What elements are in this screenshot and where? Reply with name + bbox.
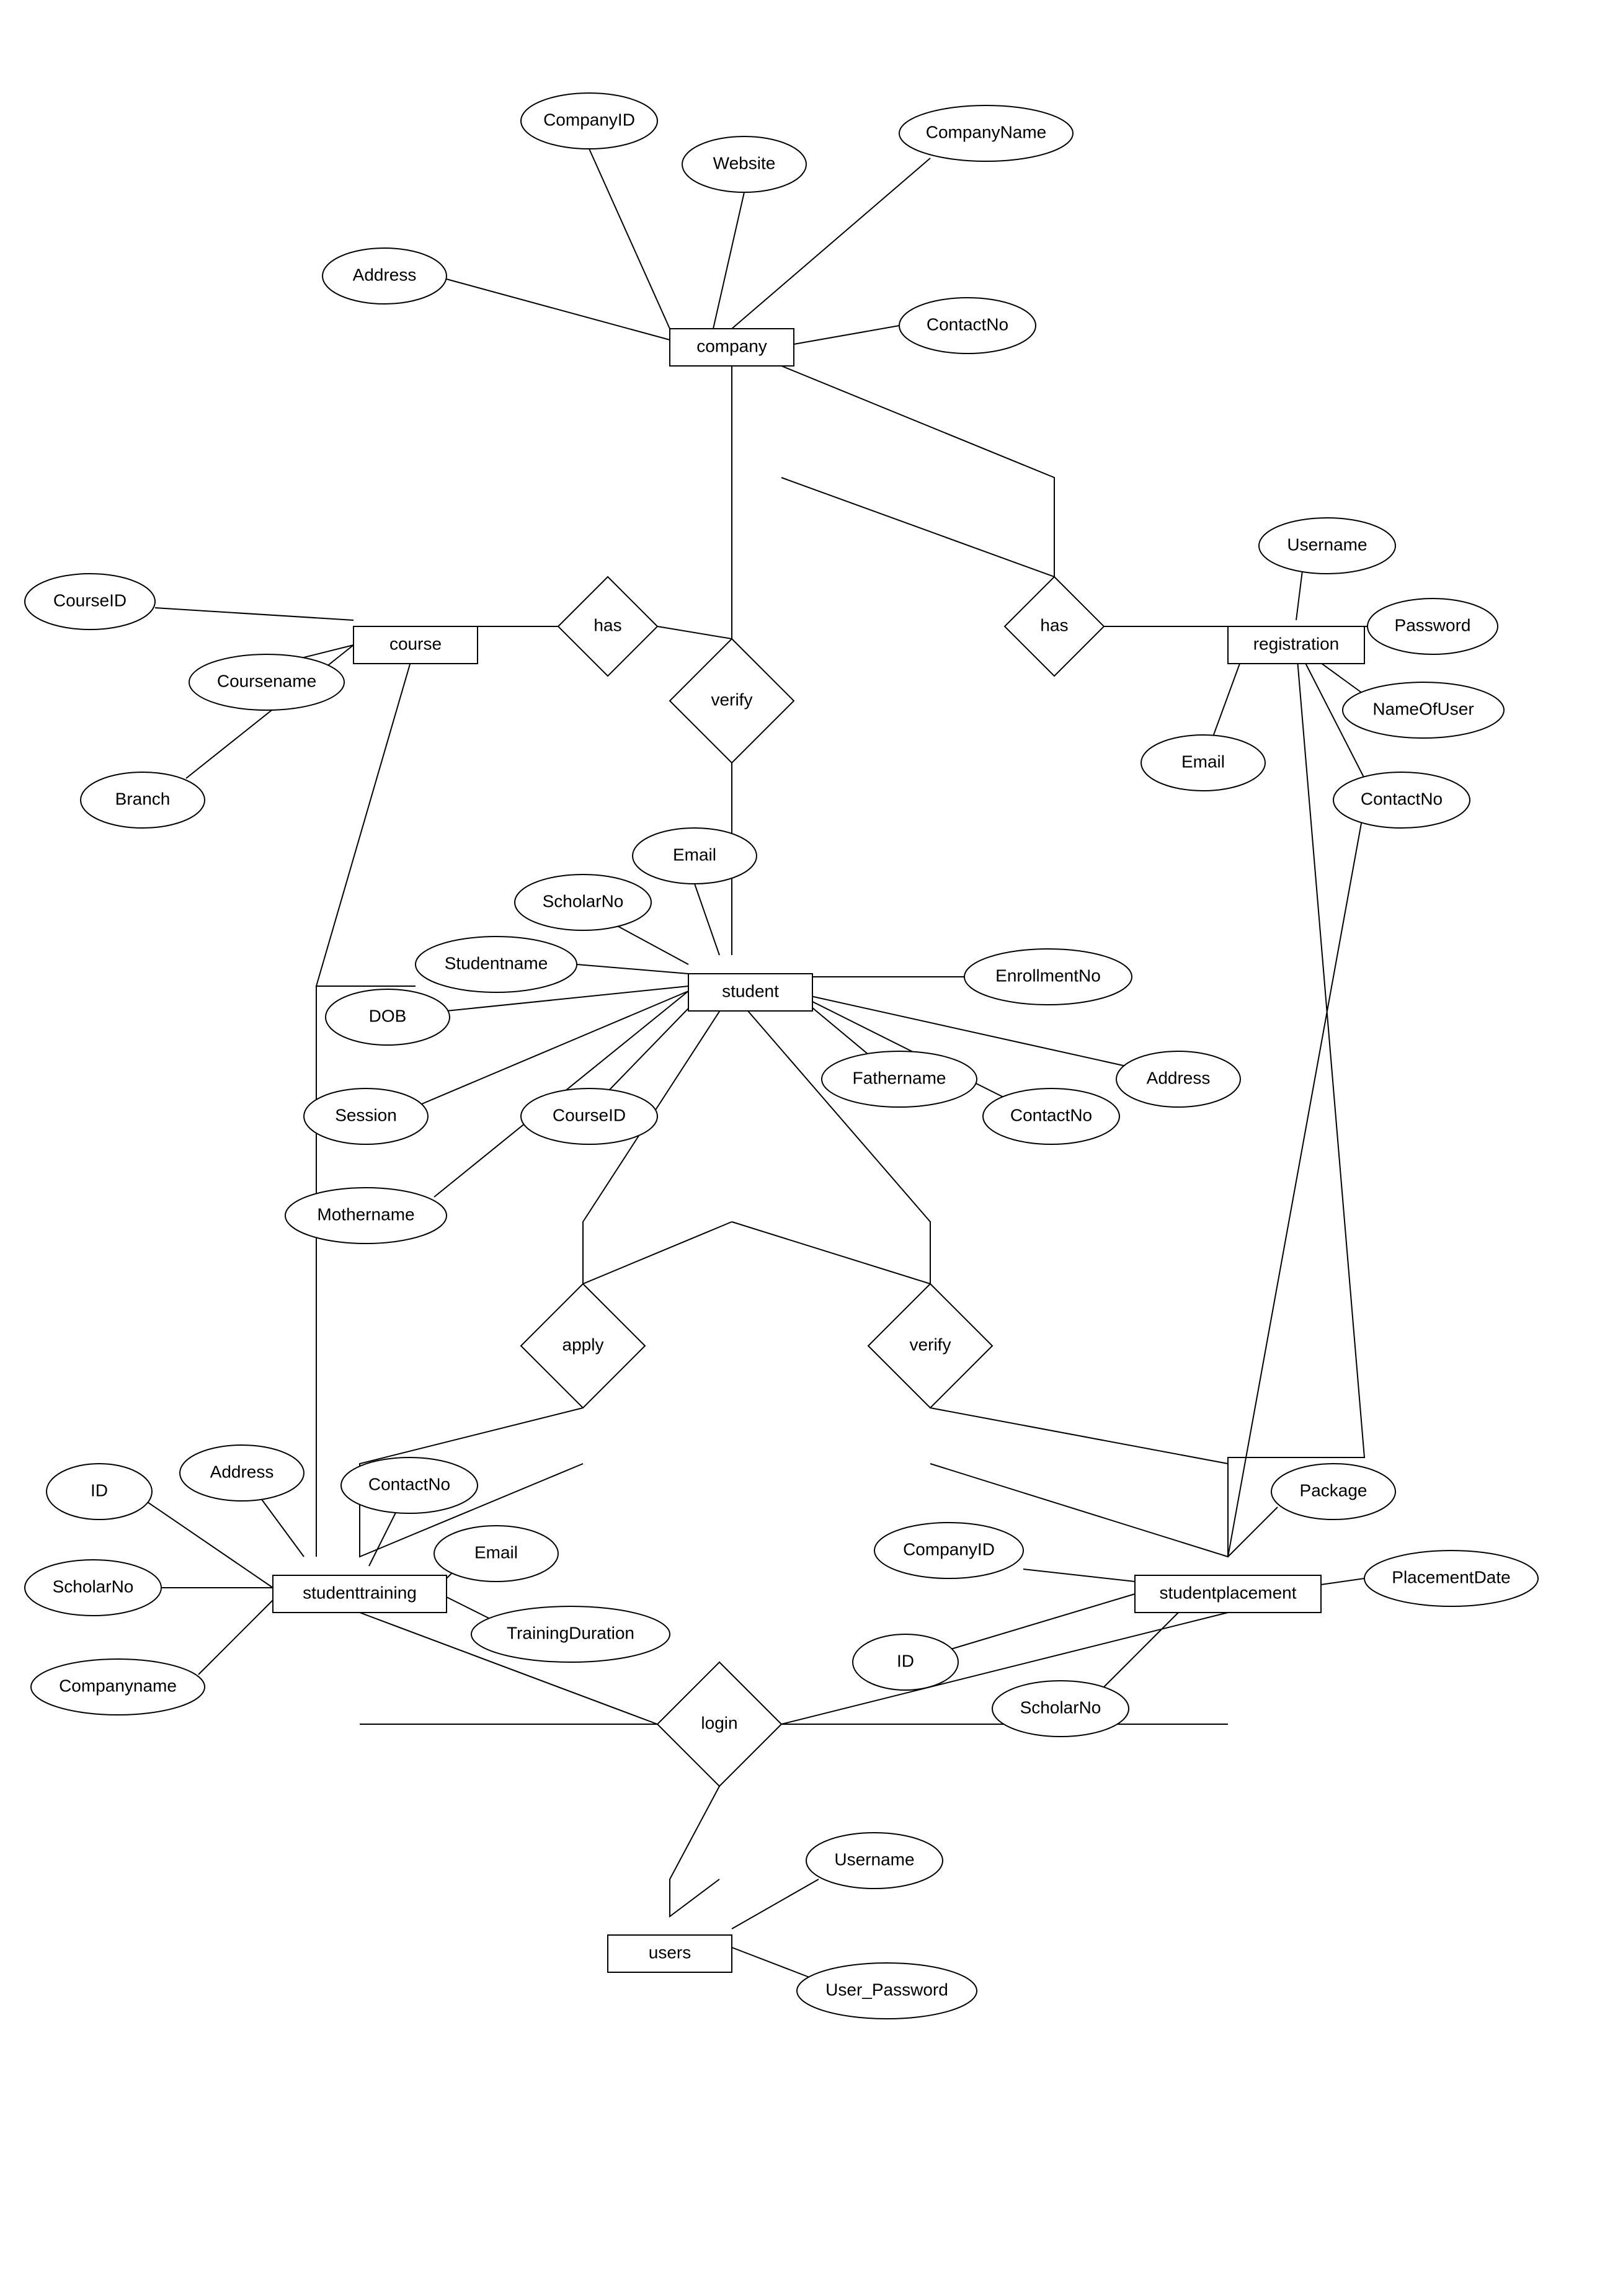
attribute-label-a_session: Session bbox=[335, 1105, 397, 1124]
attribute-label-a_enrollmentno: EnrollmentNo bbox=[995, 966, 1101, 985]
attribute-label-a_dob: DOB bbox=[369, 1006, 407, 1025]
edge bbox=[949, 1594, 1135, 1650]
attribute-label-a_website: Website bbox=[713, 153, 776, 172]
edge bbox=[781, 366, 1054, 577]
edge bbox=[369, 1510, 397, 1566]
relationship-label-apply: apply bbox=[562, 1335, 604, 1354]
attribute-label-a_branch: Branch bbox=[115, 789, 171, 808]
attribute-label-a_mothername: Mothername bbox=[317, 1204, 414, 1224]
attribute-label-a_address2: Address bbox=[1147, 1068, 1211, 1087]
entity-label-registration: registration bbox=[1253, 634, 1340, 653]
edge bbox=[794, 326, 899, 344]
attribute-label-a_userpassword: User_Password bbox=[825, 1980, 948, 1999]
edge bbox=[260, 1498, 304, 1557]
relationship-label-login: login bbox=[701, 1713, 737, 1732]
attribute-label-a_nameofuser: NameOfUser bbox=[1372, 699, 1474, 718]
attribute-label-a_username1: Username bbox=[1287, 535, 1367, 554]
attribute-label-a_companyname2: Companyname bbox=[59, 1676, 177, 1695]
entity-label-company: company bbox=[696, 336, 767, 355]
attribute-label-a_scholarno1: ScholarNo bbox=[543, 891, 624, 910]
entity-label-course: course bbox=[389, 634, 442, 653]
relationship-label-verify2: verify bbox=[910, 1335, 951, 1354]
attribute-label-a_password: Password bbox=[1395, 615, 1471, 634]
attribute-label-a_contactno1: ContactNo bbox=[927, 314, 1008, 334]
edge bbox=[577, 964, 688, 974]
edge bbox=[422, 991, 688, 1104]
attribute-label-a_id1: ID bbox=[91, 1480, 108, 1500]
attribute-label-a_id2: ID bbox=[897, 1651, 914, 1670]
attribute-label-a_contactno3: ContactNo bbox=[1010, 1105, 1092, 1124]
attribute-label-a_package: Package bbox=[1300, 1480, 1367, 1500]
attribute-label-a_companyid2: CompanyID bbox=[903, 1539, 995, 1559]
attribute-label-a_studentname: Studentname bbox=[445, 953, 548, 972]
er-diagram: company course registration student studentt… bbox=[0, 0, 1623, 2296]
relationship-label-verify1: verify bbox=[711, 690, 753, 709]
attribute-label-a_courseid: CourseID bbox=[53, 590, 127, 610]
edge bbox=[732, 1947, 812, 1978]
attribute-label-a_username2: Username bbox=[834, 1849, 914, 1869]
edge bbox=[670, 1786, 719, 1916]
edge bbox=[695, 884, 719, 955]
attribute-label-a_email3: Email bbox=[474, 1542, 518, 1562]
edge bbox=[732, 1879, 819, 1929]
attribute-label-a_scholarno2: ScholarNo bbox=[53, 1577, 134, 1596]
edge bbox=[198, 1600, 273, 1675]
attribute-label-a_companyname: CompanyName bbox=[926, 122, 1047, 141]
attribute-label-a_address3: Address bbox=[210, 1462, 274, 1481]
edge bbox=[447, 1597, 490, 1619]
attribute-label-a_email1: Email bbox=[1181, 752, 1225, 771]
edge bbox=[732, 992, 930, 1284]
attribute-label-a_coursename: Coursename bbox=[217, 671, 316, 690]
edge bbox=[713, 192, 744, 329]
attribute-label-a_contactno2: ContactNo bbox=[1361, 789, 1443, 808]
edge bbox=[1104, 1613, 1178, 1687]
attribute-label-a_email2: Email bbox=[673, 845, 716, 864]
entity-label-student: student bbox=[722, 981, 779, 1000]
attribute-label-a_fathername: Fathername bbox=[853, 1068, 946, 1087]
edge bbox=[1296, 571, 1302, 620]
edge bbox=[1023, 1569, 1135, 1582]
edge bbox=[146, 1501, 273, 1588]
attribute-label-a_scholarno3: ScholarNo bbox=[1020, 1698, 1101, 1717]
attribute-label-a_trainingduration: TrainingDuration bbox=[507, 1623, 634, 1642]
attribute-label-a_address1: Address bbox=[353, 265, 417, 284]
attribute-label-a_placementdate: PlacementDate bbox=[1392, 1567, 1510, 1586]
edge bbox=[1321, 1578, 1364, 1585]
relationship-label-has2: has bbox=[1040, 615, 1068, 634]
edge bbox=[614, 924, 688, 964]
edge bbox=[155, 608, 354, 620]
attribute-label-a_companyid: CompanyID bbox=[543, 110, 635, 129]
relationship-label-has1: has bbox=[594, 615, 621, 634]
entity-label-users: users bbox=[649, 1942, 691, 1962]
entity-label-studenttraining: studenttraining bbox=[303, 1583, 417, 1602]
edge bbox=[447, 279, 670, 340]
edge bbox=[589, 149, 670, 329]
edge bbox=[657, 626, 732, 639]
attribute-label-a_courseid2: CourseID bbox=[553, 1105, 626, 1124]
entity-label-studentplacement: studentplacement bbox=[1159, 1583, 1296, 1602]
attribute-label-a_contactno4: ContactNo bbox=[368, 1474, 450, 1493]
